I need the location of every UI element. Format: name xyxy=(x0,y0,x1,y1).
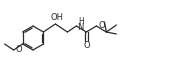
Text: O: O xyxy=(83,41,90,51)
Text: OH: OH xyxy=(51,14,64,22)
Text: O: O xyxy=(98,20,105,30)
Text: H: H xyxy=(78,16,84,26)
Text: N: N xyxy=(77,22,83,32)
Text: O: O xyxy=(15,45,22,54)
